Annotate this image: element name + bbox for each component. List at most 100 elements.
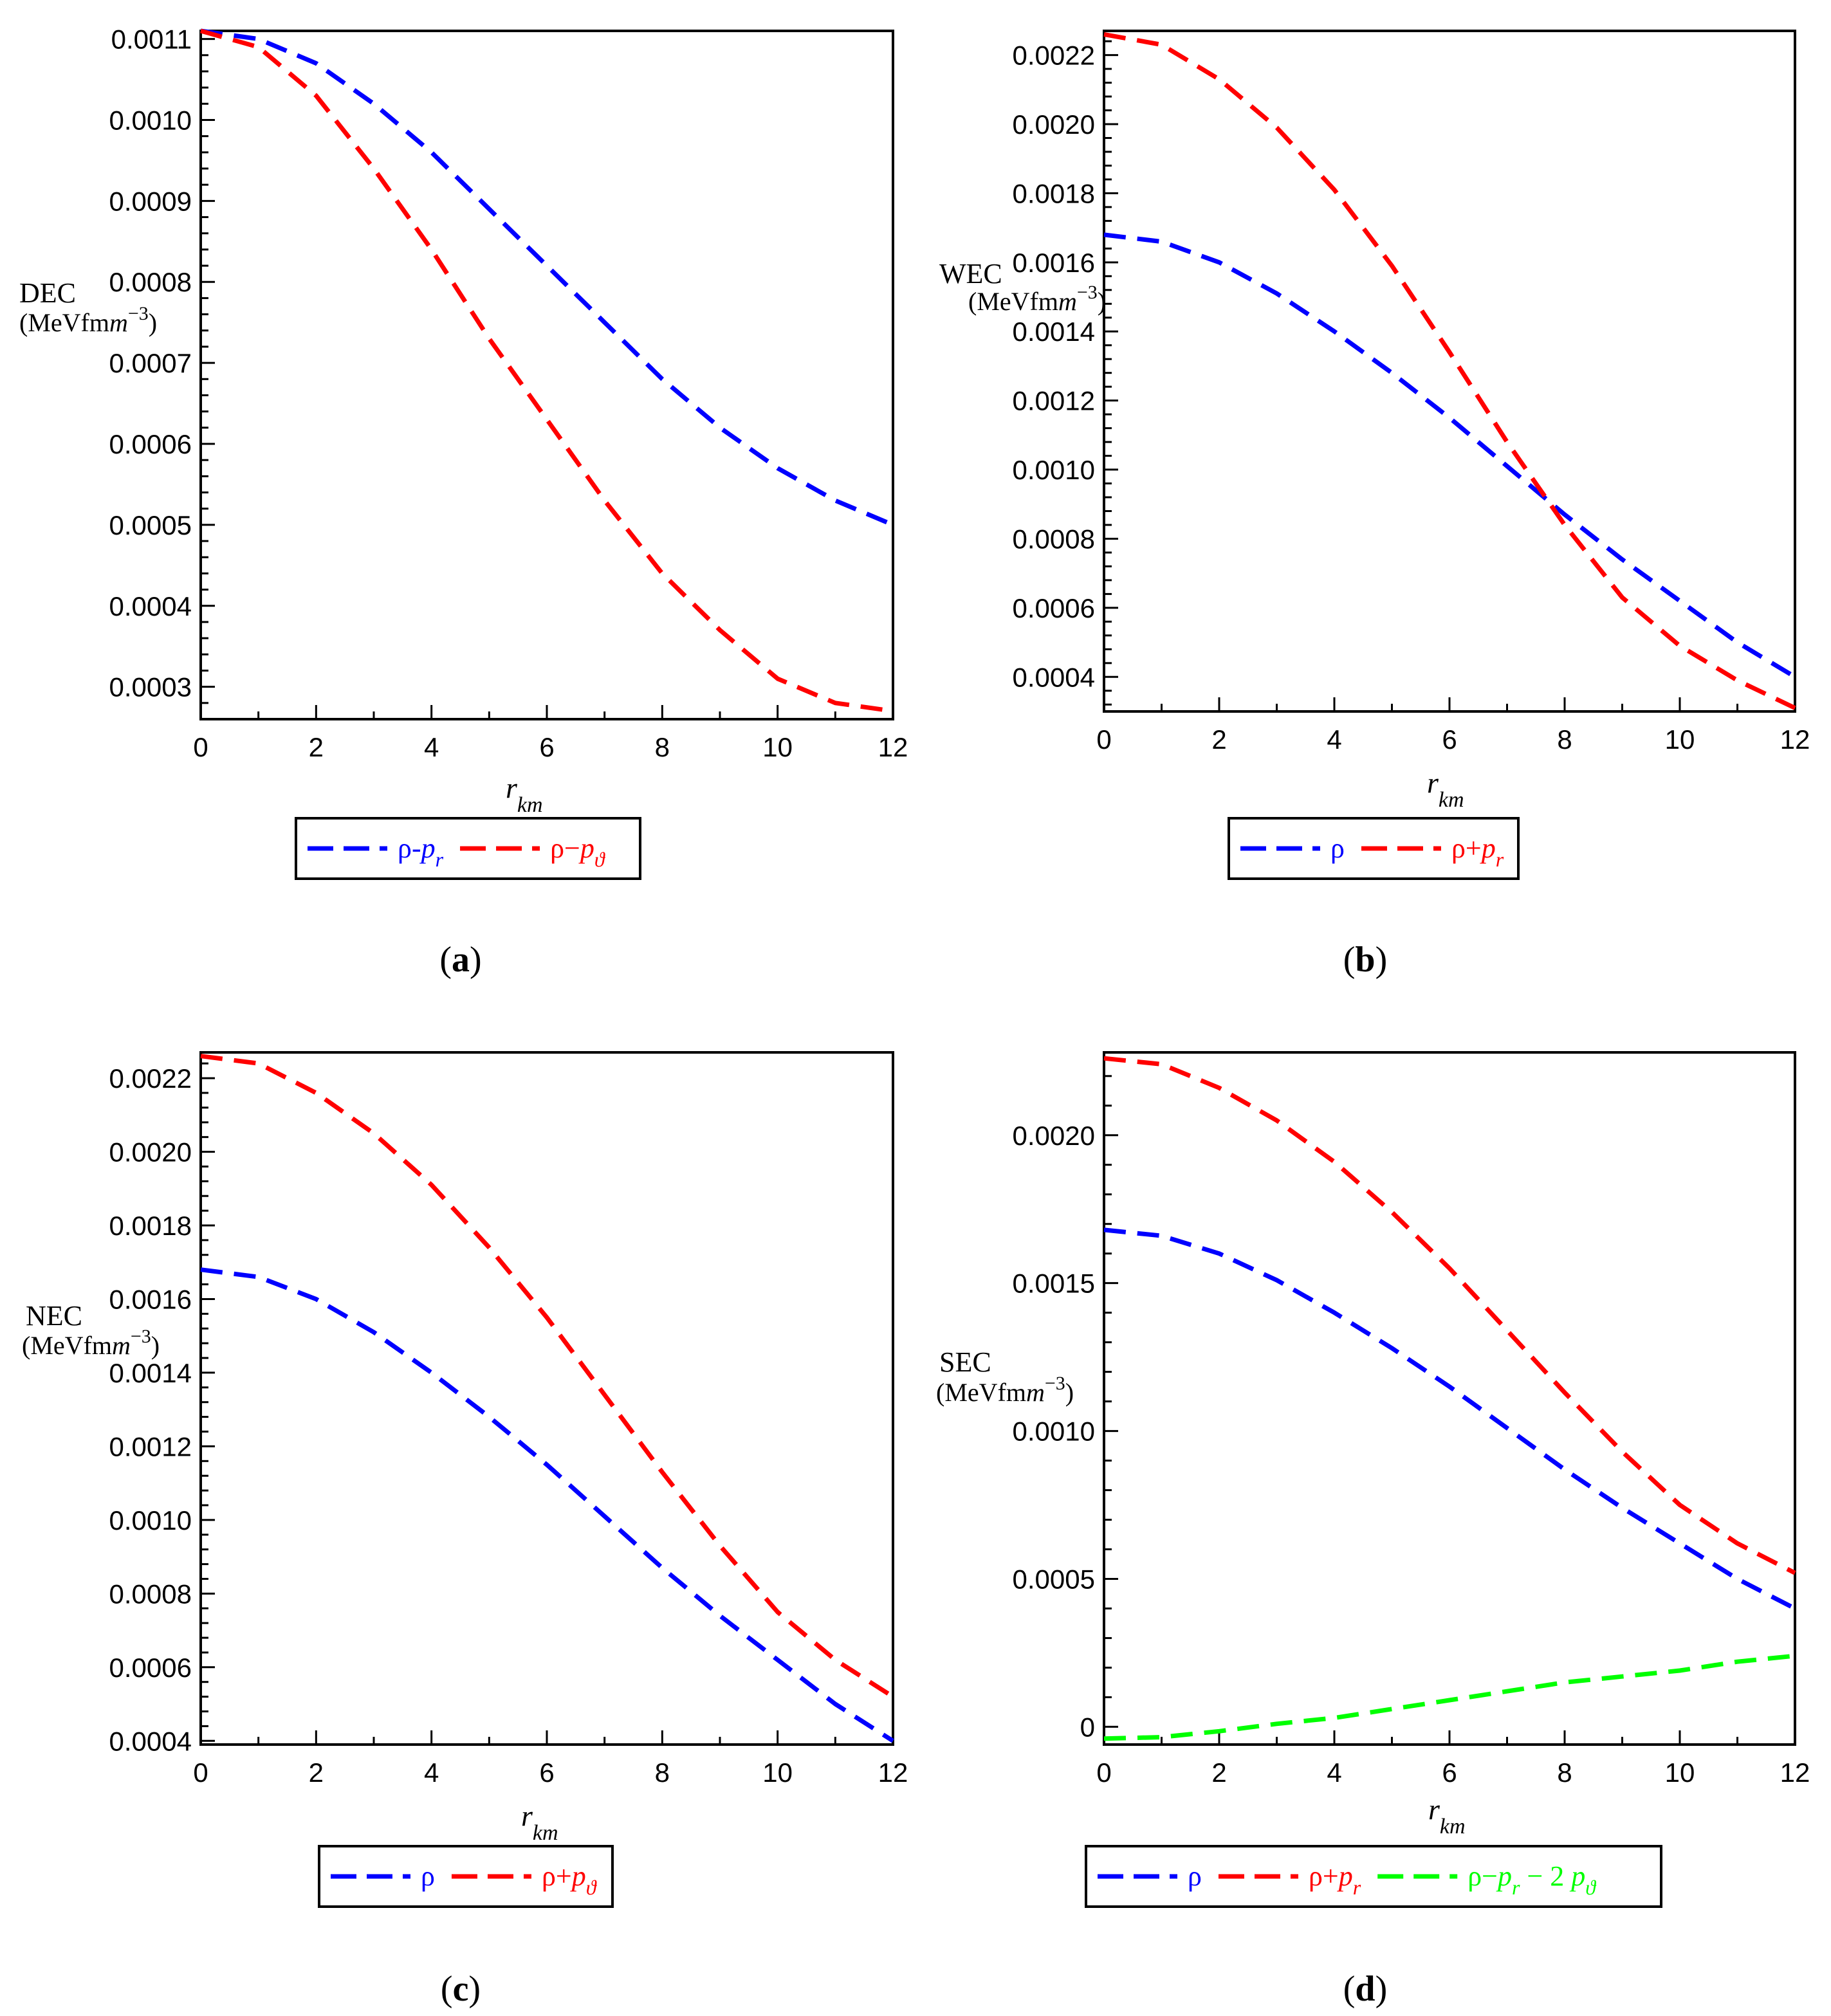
legend-sub: ϑ [586, 1876, 598, 1899]
x-tick-label: 10 [1665, 724, 1695, 755]
y-tick-label: 0.0008 [1013, 524, 1095, 554]
y-tick-label: 0.0004 [109, 1726, 192, 1756]
series-line-1 [1103, 232, 1796, 679]
y-axis-unit: (MeVfmm−3) [22, 1326, 160, 1360]
x-tick-label: 12 [1780, 1757, 1810, 1788]
x-axis-label: rkm [521, 1799, 558, 1845]
y-tick-label: 0.0010 [109, 105, 192, 135]
y-tick-label: 0.0010 [1013, 1416, 1095, 1447]
caption-close: ) [1376, 1969, 1388, 2009]
y-unit-close: ) [1098, 287, 1106, 316]
y-tick-label: 0.0014 [109, 1358, 192, 1388]
panel-caption: (c) [441, 1969, 481, 2009]
y-axis-unit: (MeVfmm−3) [936, 1373, 1074, 1407]
legend-var-2: p [1569, 1860, 1585, 1892]
y-axis-label: DEC [19, 277, 76, 309]
panel-caption: (a) [439, 940, 481, 980]
x-axis-label: rkm [1428, 1793, 1466, 1838]
series-line-2 [1103, 32, 1796, 710]
y-axis-label: WEC [939, 258, 1002, 289]
x-label-main: r [521, 1799, 533, 1832]
legend-var: p [570, 1860, 586, 1892]
legend-sub: r [1496, 848, 1504, 871]
x-label-main: r [506, 771, 518, 804]
legend-var: p [419, 832, 436, 864]
y-tick-label: 0.0018 [1013, 178, 1095, 208]
y-tick-label: 0.0012 [109, 1431, 192, 1462]
legend-main: ρ [421, 1860, 435, 1892]
x-tick-label: 4 [1327, 724, 1341, 755]
legend-main: ρ+ [1309, 1860, 1339, 1892]
x-label-sub: km [1440, 1815, 1466, 1838]
x-tick-label: 2 [1211, 1757, 1226, 1788]
y-unit-base: (MeVfm [19, 308, 109, 337]
y-tick-label: 0.0004 [109, 591, 192, 621]
y-unit-exponent: −3 [131, 1326, 151, 1347]
legend-label-2: ρ+pϑ [542, 1860, 598, 1899]
x-tick-label: 0 [1096, 1757, 1111, 1788]
x-tick-label: 12 [1780, 724, 1810, 755]
y-tick-label: 0.0014 [1013, 316, 1095, 347]
x-tick-label: 12 [878, 1757, 908, 1788]
legend-var: p [1337, 1860, 1353, 1892]
y-tick-label: 0.0022 [1013, 41, 1095, 71]
y-tick-label: 0.0011 [111, 24, 192, 55]
plot-frame [1103, 1051, 1796, 1746]
legend-var: p [1496, 1860, 1512, 1892]
y-tick-label: 0.0020 [1013, 1121, 1095, 1151]
y-unit-exponent: −3 [128, 303, 149, 324]
legend-label-1: ρ [421, 1860, 435, 1892]
y-unit-base: (MeVfm [936, 1378, 1026, 1407]
x-label-sub: km [533, 1821, 558, 1845]
x-tick-label: 6 [1442, 724, 1457, 755]
y-tick-label: 0.0022 [109, 1063, 192, 1094]
x-tick-label: 10 [762, 1757, 793, 1788]
y-tick-label: 0 [1080, 1712, 1095, 1742]
legend-label-1: ρ [1188, 1860, 1202, 1892]
caption-open: ( [1343, 940, 1356, 980]
x-tick-label: 4 [424, 1757, 439, 1788]
y-tick-label: 0.0008 [109, 267, 192, 297]
panel-caption: (d) [1343, 1969, 1387, 2009]
caption-open: ( [1343, 1969, 1356, 2009]
legend-label-2: ρ−pϑ [550, 832, 606, 871]
x-tick-label: 6 [539, 732, 554, 762]
y-tick-label: 0.0020 [1013, 109, 1095, 140]
x-tick-label: 6 [1442, 1757, 1457, 1788]
x-tick-label: 6 [539, 1757, 554, 1788]
x-label-sub: km [517, 793, 543, 817]
plot-frame [199, 30, 894, 720]
x-tick-label: 8 [1557, 1757, 1572, 1788]
chart-panel-b: 0 2 4 6 8 10 12 0.0004 0.0006 0.0008 0.0010 0.0012 0… [939, 30, 1810, 980]
y-tick-label: 0.0005 [1013, 1564, 1095, 1594]
y-tick-label: 0.0007 [109, 348, 192, 378]
x-tick-label: 2 [309, 1757, 324, 1788]
legend-sub-2: ϑ [1585, 1876, 1597, 1899]
y-tick-label: 0.0005 [109, 510, 192, 540]
plot-frame [199, 1051, 894, 1746]
legend-label-2: ρ+pr [1451, 832, 1504, 871]
y-axis-label: SEC [939, 1346, 991, 1378]
x-tick-label: 12 [878, 732, 908, 762]
panel-caption: (b) [1343, 940, 1387, 980]
x-tick-label: 8 [1557, 724, 1572, 755]
legend-box [1085, 1845, 1662, 1908]
y-unit-close: ) [149, 308, 157, 337]
caption-close: ) [1376, 940, 1388, 980]
legend-label-1: ρ [1330, 832, 1345, 864]
series-line-2 [1103, 1056, 1796, 1575]
y-tick-label: 0.0020 [109, 1137, 192, 1168]
y-tick-label: 0.0008 [109, 1579, 192, 1609]
legend-sub: r [1512, 1876, 1520, 1899]
y-tick-label: 0.0012 [1013, 386, 1095, 416]
x-tick-label: 8 [655, 1757, 670, 1788]
x-label-main: r [1428, 1793, 1440, 1826]
y-tick-label: 0.0003 [109, 672, 192, 702]
y-tick-label: 0.0015 [1013, 1269, 1095, 1299]
y-unit-close: ) [1065, 1378, 1074, 1407]
caption-open: ( [441, 1969, 453, 2009]
y-tick-label: 0.0006 [109, 1653, 192, 1683]
y-tick-label: 0.0004 [1013, 662, 1095, 692]
x-axis-label: rkm [506, 771, 543, 817]
